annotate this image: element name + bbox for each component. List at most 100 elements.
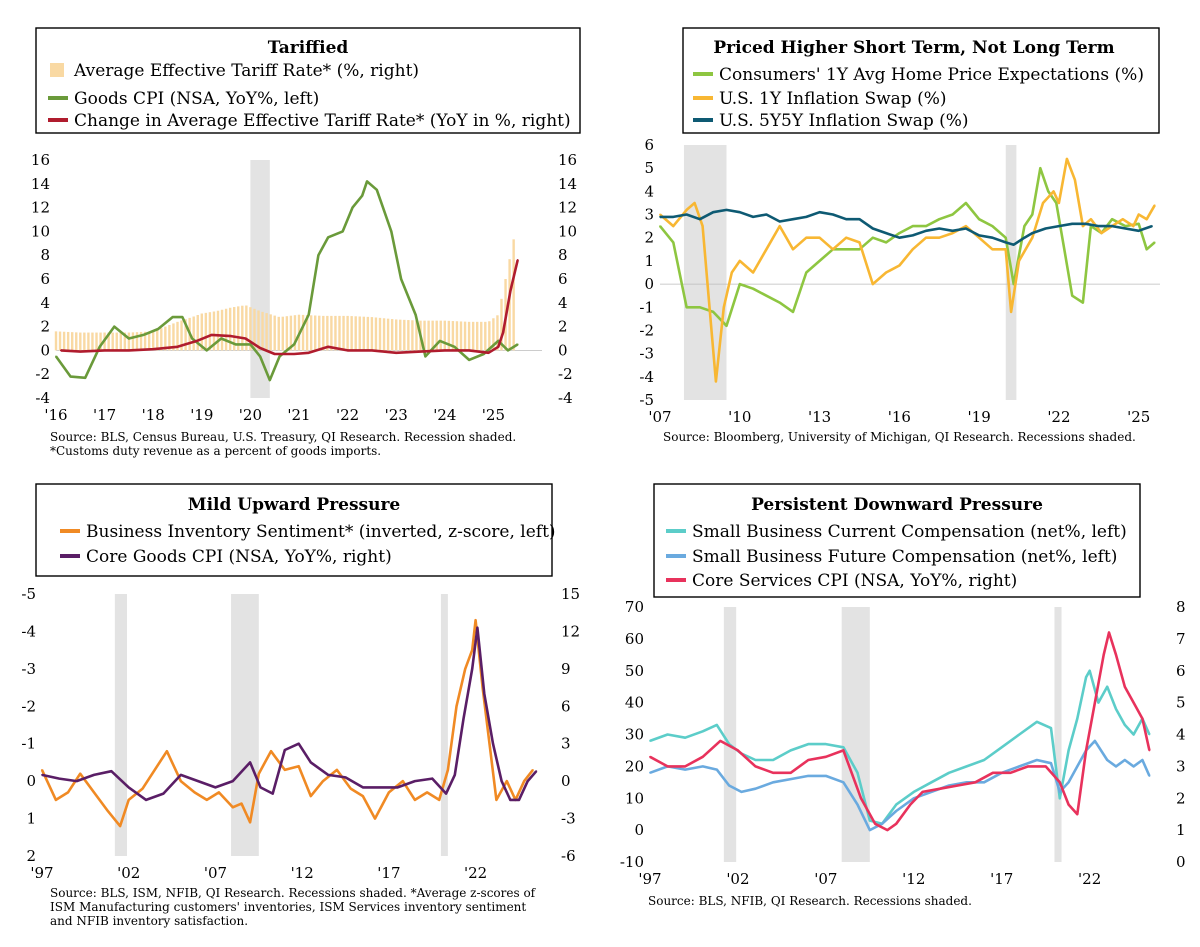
tariff-rate-bar (386, 318, 390, 351)
series-point (424, 355, 427, 358)
legend-label: Consumers' 1Y Avg Home Price Expectation… (719, 65, 1144, 85)
series-point (1097, 225, 1100, 228)
x-tick-label: '18 (142, 406, 165, 424)
series-point (983, 781, 986, 784)
series-point (1004, 236, 1007, 239)
tariff-rate-bar (459, 321, 463, 351)
series-point (249, 343, 252, 346)
chart-title: Mild Upward Pressure (188, 495, 401, 515)
tariff-rate-bar (395, 319, 398, 351)
series-point (387, 791, 390, 794)
tariff-rate-bar (354, 316, 357, 351)
tariff-rate-bar (512, 239, 515, 351)
legend-label: Change in Average Effective Tariff Rate*… (74, 111, 571, 131)
x-tick-label: '16 (44, 406, 67, 424)
y-tick-label-right: 6 (1176, 662, 1186, 680)
series-point (1031, 213, 1034, 216)
series-point (698, 306, 701, 309)
series-point (93, 791, 95, 794)
series-point (712, 211, 715, 214)
x-tick-label: '17 (990, 870, 1013, 888)
series-point (1111, 225, 1114, 228)
tariff-rate-bar (168, 325, 171, 351)
series-point (1052, 190, 1055, 193)
series-point (792, 311, 794, 313)
tariff-rate-bar (390, 319, 394, 351)
tariff-rate-bar (224, 308, 228, 351)
series-point (778, 220, 781, 223)
y-tick-label-right: 4 (558, 294, 568, 312)
series-point (268, 379, 271, 382)
series-point (93, 774, 95, 776)
series-point (714, 380, 717, 383)
series-point (249, 761, 252, 764)
y-tick-label-left: -3 (639, 345, 654, 363)
series-point (379, 786, 382, 789)
series-point (1031, 232, 1034, 234)
source-note: Source: Bloomberg, University of Michiga… (663, 430, 1136, 444)
series-point (1018, 260, 1020, 262)
series-point (778, 301, 781, 304)
y-tick-label-left: -1 (21, 735, 36, 753)
chart-title: Tariffied (268, 38, 349, 58)
series-point (181, 316, 184, 318)
series-point (805, 215, 808, 218)
tariff-rate-bar (309, 315, 313, 351)
series-point (400, 278, 402, 280)
series-point (176, 345, 179, 348)
series-point (1076, 813, 1079, 816)
series-point (991, 236, 994, 239)
series-point (951, 232, 954, 234)
series-point (1035, 759, 1038, 761)
series-point (807, 743, 810, 745)
x-tick-label: '19 (190, 406, 213, 424)
series-point (1076, 717, 1079, 720)
x-tick-label: '22 (1047, 408, 1070, 426)
source-note: Source: BLS, ISM, NFIB, QI Research. Rec… (50, 886, 537, 900)
x-tick-label: '97 (30, 864, 53, 882)
legend-label: U.S. 1Y Inflation Swap (%) (719, 89, 947, 109)
series-point (127, 349, 130, 352)
series-point (127, 798, 130, 801)
x-tick-label: '16 (888, 408, 911, 426)
tariff-rate-bar (350, 316, 353, 351)
series-point (1106, 759, 1109, 761)
tariff-rate-bar (374, 317, 378, 351)
tariff-rate-bar (265, 313, 268, 351)
source-note: Source: BLS, NFIB, QI Research. Recessio… (648, 894, 972, 908)
x-tick-label: '24 (433, 406, 456, 424)
series-point (1009, 771, 1012, 774)
series-line (659, 157, 1156, 383)
tariff-rate-bar (261, 311, 264, 351)
series-point (685, 209, 688, 211)
x-tick-label: '22 (1078, 870, 1101, 888)
tariff-rate-bar (71, 332, 74, 351)
chart-mild-upward: Mild Upward Pressure Business Inventory … (21, 483, 580, 928)
series-point (1115, 708, 1117, 710)
series-point (1018, 733, 1021, 736)
x-tick-label: '02 (726, 870, 749, 888)
series-point (1031, 236, 1034, 239)
tariff-rate-bar (407, 320, 410, 351)
series-point (772, 771, 775, 774)
tariff-rate-bar (399, 319, 402, 351)
y-tick-label-right: 12 (561, 622, 580, 640)
tariff-rate-bar (115, 332, 118, 351)
series-point (860, 797, 862, 800)
series-point (885, 271, 887, 274)
series-point (701, 755, 704, 758)
series-point (939, 787, 942, 790)
series-point (765, 248, 768, 251)
series-point (1137, 213, 1140, 216)
series-point (41, 774, 43, 776)
series-point (119, 825, 121, 827)
series-point (1115, 765, 1117, 768)
series-point (468, 349, 470, 352)
tariff-rate-bar (326, 315, 329, 351)
y-tick-label-left: -4 (35, 389, 50, 407)
tariff-rate-bar (54, 331, 58, 351)
tariff-rate-bar (423, 320, 426, 351)
tariff-rate-bar (111, 332, 114, 351)
series-point (1071, 222, 1074, 225)
